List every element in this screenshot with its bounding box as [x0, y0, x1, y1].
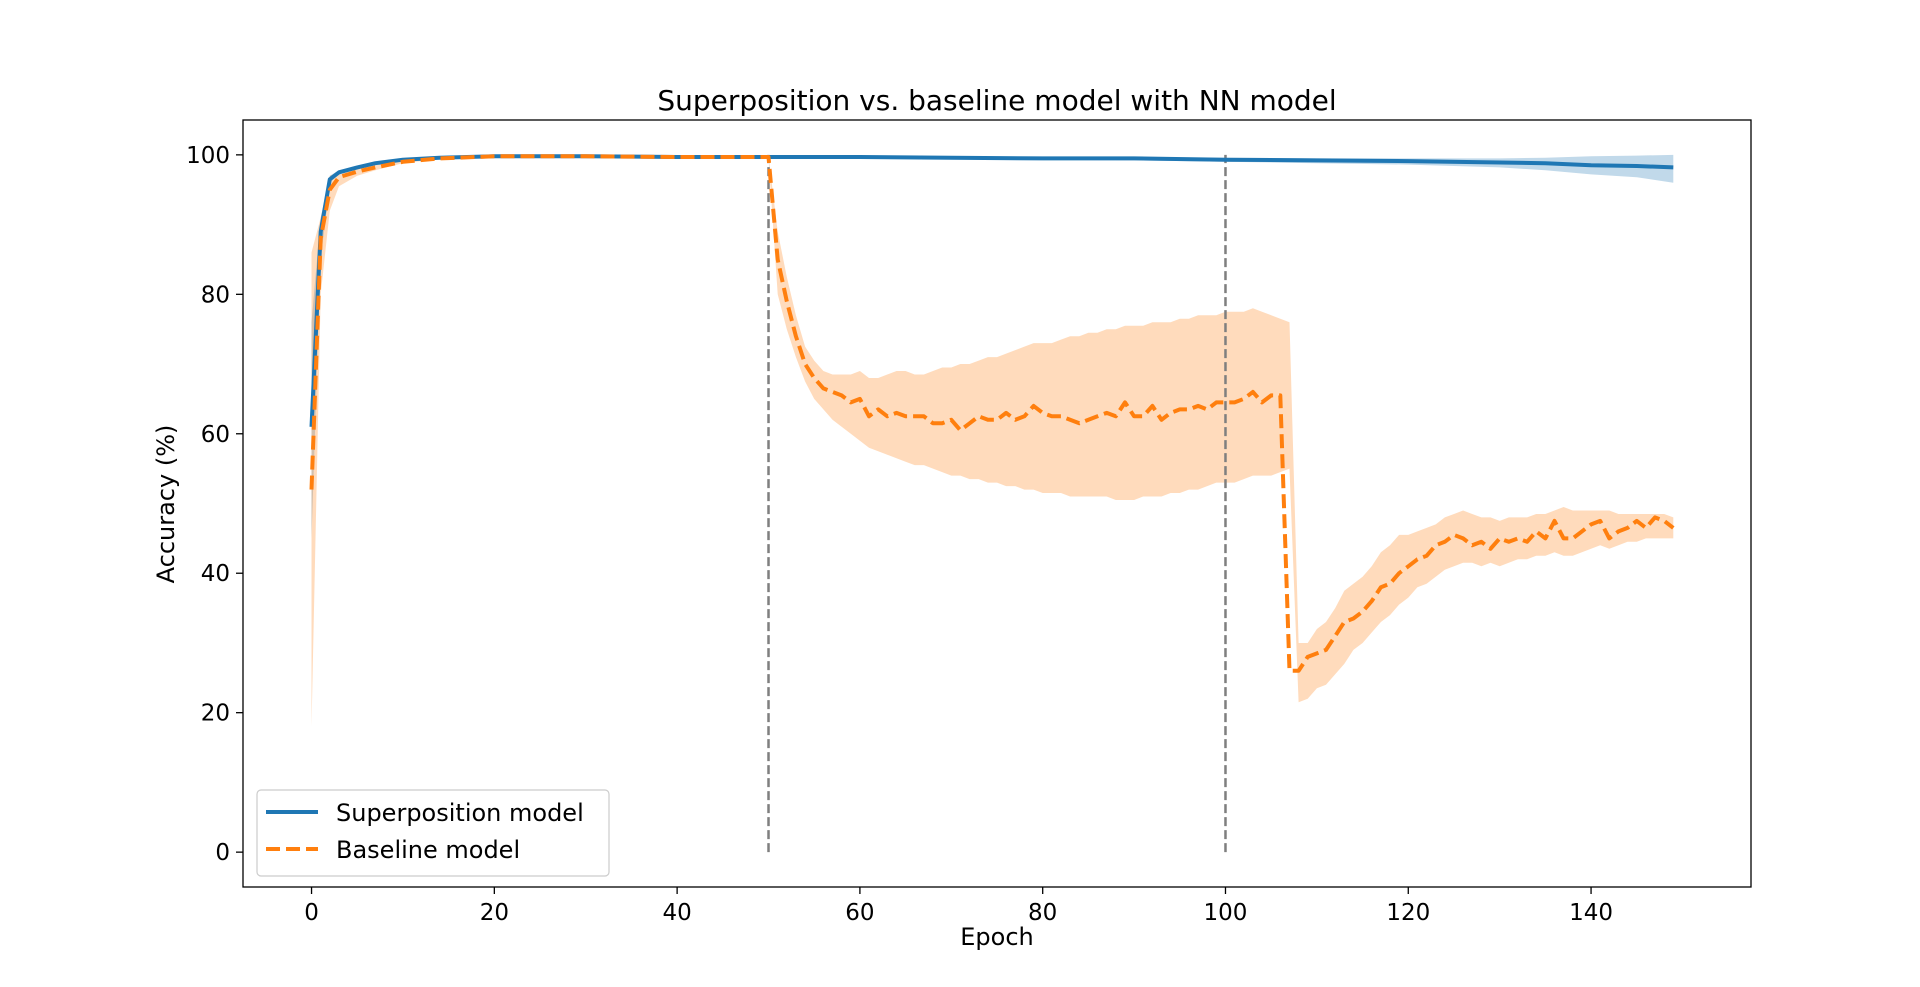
chart-title: Superposition vs. baseline model with NN…: [657, 84, 1336, 117]
x-tick-label: 60: [845, 900, 874, 926]
x-tick-label: 140: [1569, 900, 1613, 926]
legend-label-superposition: Superposition model: [336, 799, 584, 827]
superposition-model-line: [309, 154, 1674, 427]
x-tick-label: 100: [1204, 900, 1248, 926]
baseline-model-band: [311, 155, 1674, 727]
axes: 0 20 40 60 80 100 120 140 0 20 40 60 80 100: [186, 119, 1752, 926]
y-tick-label: 80: [201, 282, 230, 308]
y-tick-label: 40: [201, 561, 230, 587]
y-axis-label: Accuracy (%): [152, 425, 180, 584]
y-tick-label: 60: [201, 422, 230, 448]
x-tick-label: 0: [304, 900, 319, 926]
baseline-model-line: [309, 154, 1675, 673]
legend: Superposition model Baseline model: [256, 789, 610, 877]
x-axis-label: Epoch: [960, 923, 1034, 951]
plot-area-frame: [242, 119, 1752, 888]
series-lines: [309, 154, 1675, 673]
phase-boundaries: [767, 154, 1227, 853]
y-tick-label: 0: [215, 840, 230, 866]
x-tick-label: 40: [662, 900, 691, 926]
legend-label-baseline: Baseline model: [336, 836, 520, 864]
x-tick-label: 120: [1386, 900, 1430, 926]
y-tick-label: 20: [201, 701, 230, 727]
legend-box: [256, 789, 610, 877]
x-tick-label: 80: [1028, 900, 1057, 926]
y-tick-label: 100: [186, 143, 230, 169]
x-tick-label: 20: [480, 900, 509, 926]
confidence-bands: [311, 154, 1674, 727]
